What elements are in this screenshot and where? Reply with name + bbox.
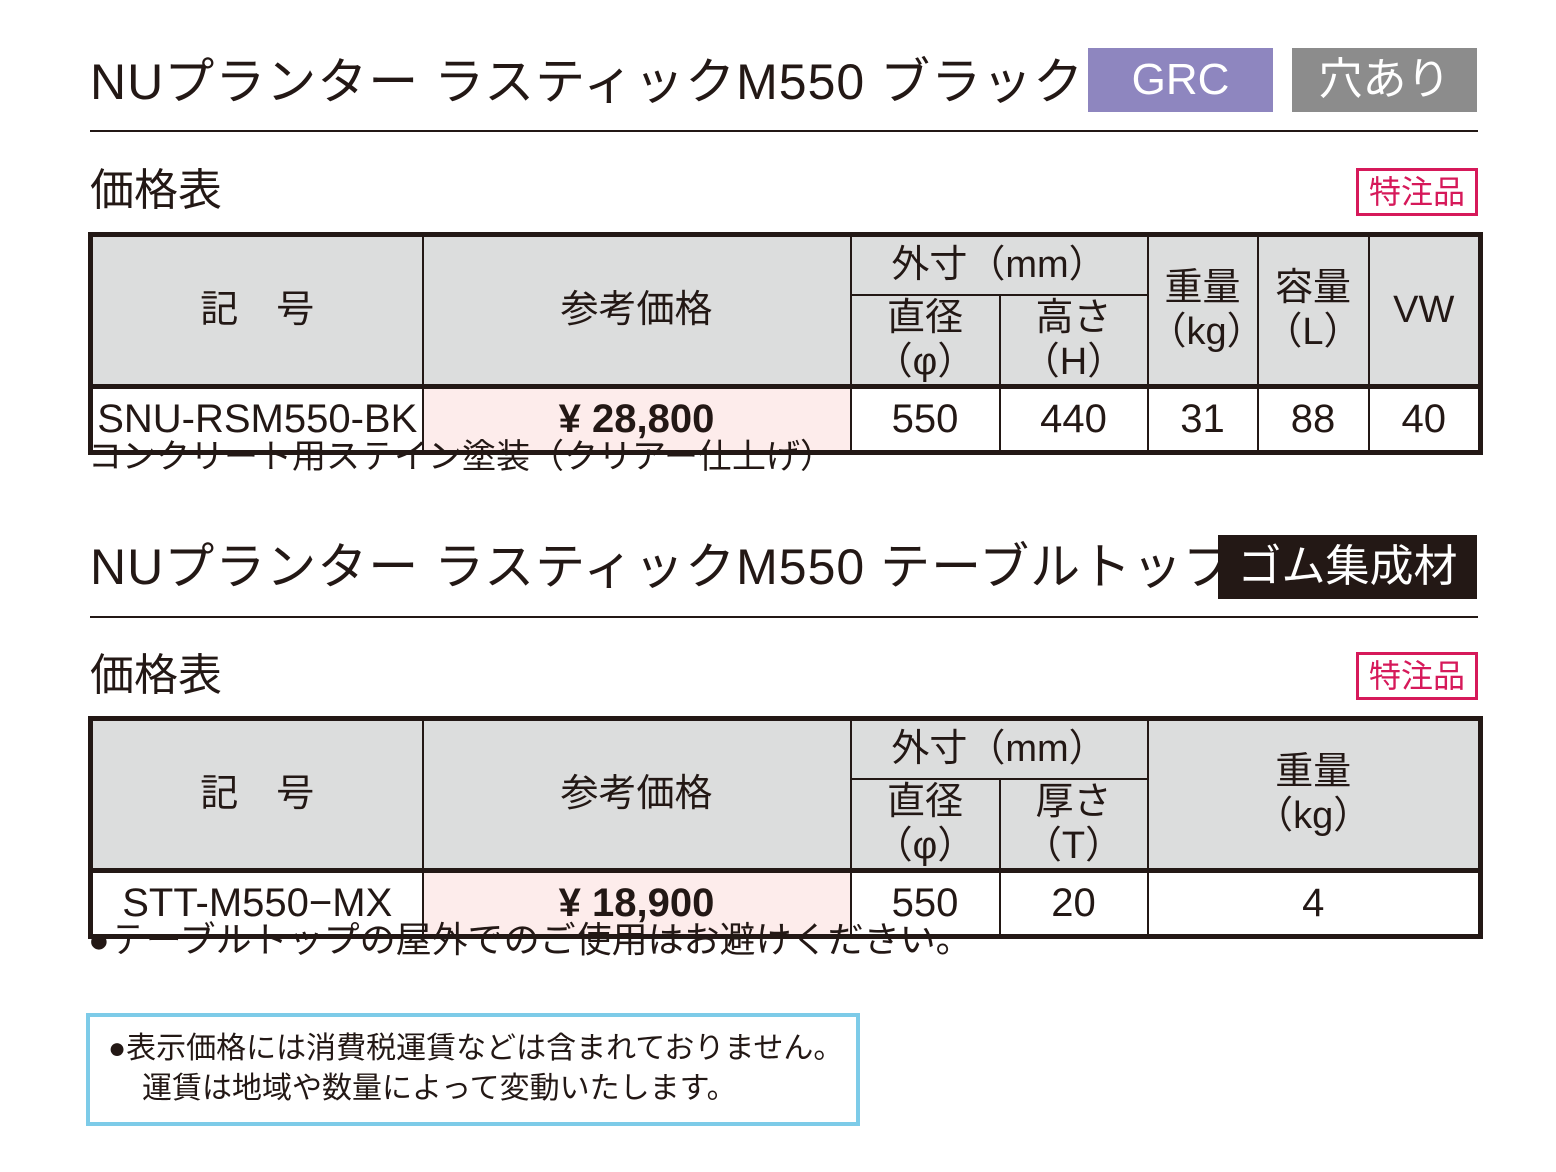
cell: 550	[849, 383, 1001, 453]
notice-box: ●表示価格には消費税運賃などは含まれておりません。 運賃は地域や数量によって変動…	[86, 1013, 860, 1126]
cell: 4	[1146, 867, 1482, 937]
price-table: 記 号 参考価格 外寸（mm） 重量 （kg） 直径（φ） 厚さ（T） STT-M…	[88, 716, 1483, 939]
price-cell: ¥ 18,900	[421, 867, 852, 937]
divider	[90, 130, 1478, 132]
header-cell: 容量 （L）	[1256, 233, 1370, 387]
header-cell: 高さ（H）	[998, 293, 1149, 387]
special-order-tag: 特注品	[1356, 168, 1478, 216]
header-cell: 外寸（mm）	[849, 717, 1149, 780]
cell: 88	[1256, 383, 1370, 453]
header-cell: 直径（φ）	[849, 293, 1001, 387]
badge: GRC	[1088, 48, 1273, 112]
cell: 440	[998, 383, 1149, 453]
header-line: （L）	[1264, 311, 1362, 354]
header-line: 容量	[1274, 267, 1351, 310]
header-cell: 参考価格	[421, 233, 852, 387]
header-cell: 直径（φ）	[849, 777, 1001, 871]
cell: 31	[1146, 383, 1259, 453]
cell: 20	[998, 867, 1149, 937]
header-cell: 重量 （kg）	[1146, 233, 1265, 387]
cell: 550	[849, 867, 1001, 937]
note: ●テーブルトップの屋外でのご使用はお避けください。	[88, 919, 972, 960]
divider	[90, 616, 1478, 618]
header-cell: VW	[1367, 233, 1482, 387]
header-line: 重量	[1164, 267, 1241, 310]
cell: STT-M550−MX	[89, 867, 424, 937]
header-cell: 厚さ（T）	[998, 777, 1149, 871]
header-line: （kg）	[1148, 311, 1265, 354]
price-table: 記 号 参考価格 外寸（mm） 重量 （kg） 容量 （L） VW 直径（φ） 高さ…	[88, 232, 1483, 455]
cell: SNU-RSM550-BK	[89, 383, 424, 453]
notice-line: ●表示価格には消費税運賃などは含まれておりません。	[108, 1032, 844, 1065]
product-title: NUプランター ラスティックM550 テーブルトップ	[90, 539, 1235, 595]
note: コンクリート用ステイン塗装（クリアー仕上げ）	[88, 438, 834, 476]
notice-line: 運賃は地域や数量によって変動いたします。	[142, 1072, 737, 1105]
header-cell: 外寸（mm）	[849, 233, 1149, 296]
badge: ゴム集成材	[1218, 535, 1477, 599]
product-title: NUプランター ラスティックM550 ブラック	[90, 54, 1085, 110]
header-line: 重量	[1275, 751, 1352, 794]
header-cell: 重量 （kg）	[1146, 717, 1482, 871]
header-cell: 記 号	[89, 717, 424, 871]
price-heading: 価格表	[90, 166, 222, 215]
header-cell: 参考価格	[421, 717, 852, 871]
price-cell: ¥ 28,800	[421, 383, 852, 453]
badge: 穴あり	[1292, 48, 1477, 112]
cell: 40	[1367, 383, 1482, 453]
header-line: （kg）	[1255, 795, 1372, 838]
special-order-tag: 特注品	[1356, 652, 1478, 700]
price-heading: 価格表	[90, 651, 222, 700]
header-cell: 記 号	[89, 233, 424, 387]
